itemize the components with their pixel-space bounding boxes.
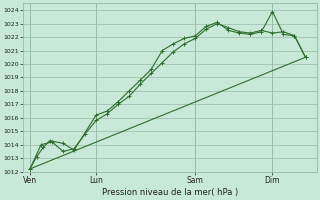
X-axis label: Pression niveau de la mer( hPa ): Pression niveau de la mer( hPa ) [102,188,238,197]
